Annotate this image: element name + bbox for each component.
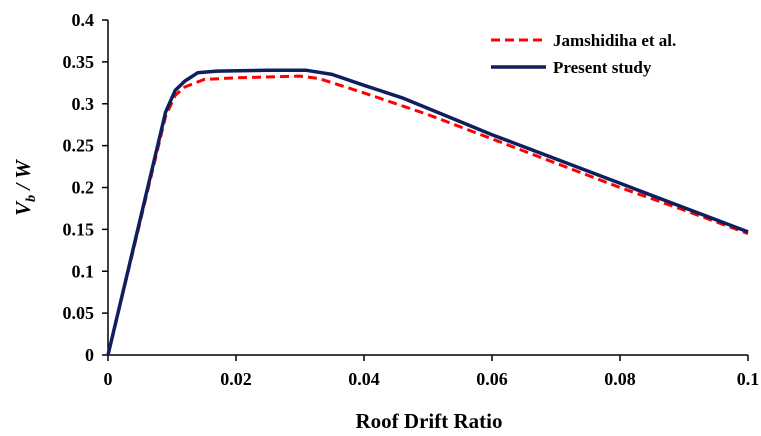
- y-tick-label: 0.15: [63, 219, 95, 239]
- axis-labels: Roof Drift Ratio Vb / W: [11, 159, 502, 433]
- series-line-present-study: [106, 68, 749, 356]
- legend: Jamshidiha et al. Present study: [484, 20, 740, 82]
- y-tick-label: 0.1: [72, 261, 95, 281]
- y-tick-label: 0.05: [63, 303, 95, 323]
- legend-box: [484, 20, 740, 82]
- x-tick-label: 0.08: [604, 369, 636, 389]
- x-tick-label: 0.02: [220, 369, 252, 389]
- x-tick-label: 0.04: [348, 369, 380, 389]
- y-tick-label: 0.25: [63, 136, 95, 156]
- y-axis-title: Vb / W: [11, 159, 39, 216]
- y-tick-label: 0: [85, 345, 94, 365]
- y-tick-label: 0.2: [72, 178, 95, 198]
- legend-label-present-study: Present study: [553, 58, 652, 77]
- y-tick-label: 0.35: [63, 52, 95, 72]
- y-axis-title-sub: b: [24, 195, 39, 202]
- x-tick-label: 0: [104, 369, 113, 389]
- x-axis-title: Roof Drift Ratio: [356, 409, 503, 433]
- legend-label-jamshidiha: Jamshidiha et al.: [553, 31, 676, 50]
- y-tick-label: 0.4: [72, 10, 95, 30]
- series-line-jamshidiha: [106, 74, 749, 356]
- y-tick-label: 0.3: [72, 94, 95, 114]
- y-axis-title-main: V: [11, 200, 35, 216]
- x-tick-label: 0.1: [737, 369, 760, 389]
- x-tick-label: 0.06: [476, 369, 508, 389]
- y-axis-title-tail: / W: [11, 159, 35, 195]
- plot-area: 0 0.05 0.1 0.15 0.2 0.25 0.3 0.35 0.4 0 0.02 0.04 0.…: [63, 10, 760, 389]
- series-layer: [106, 68, 749, 356]
